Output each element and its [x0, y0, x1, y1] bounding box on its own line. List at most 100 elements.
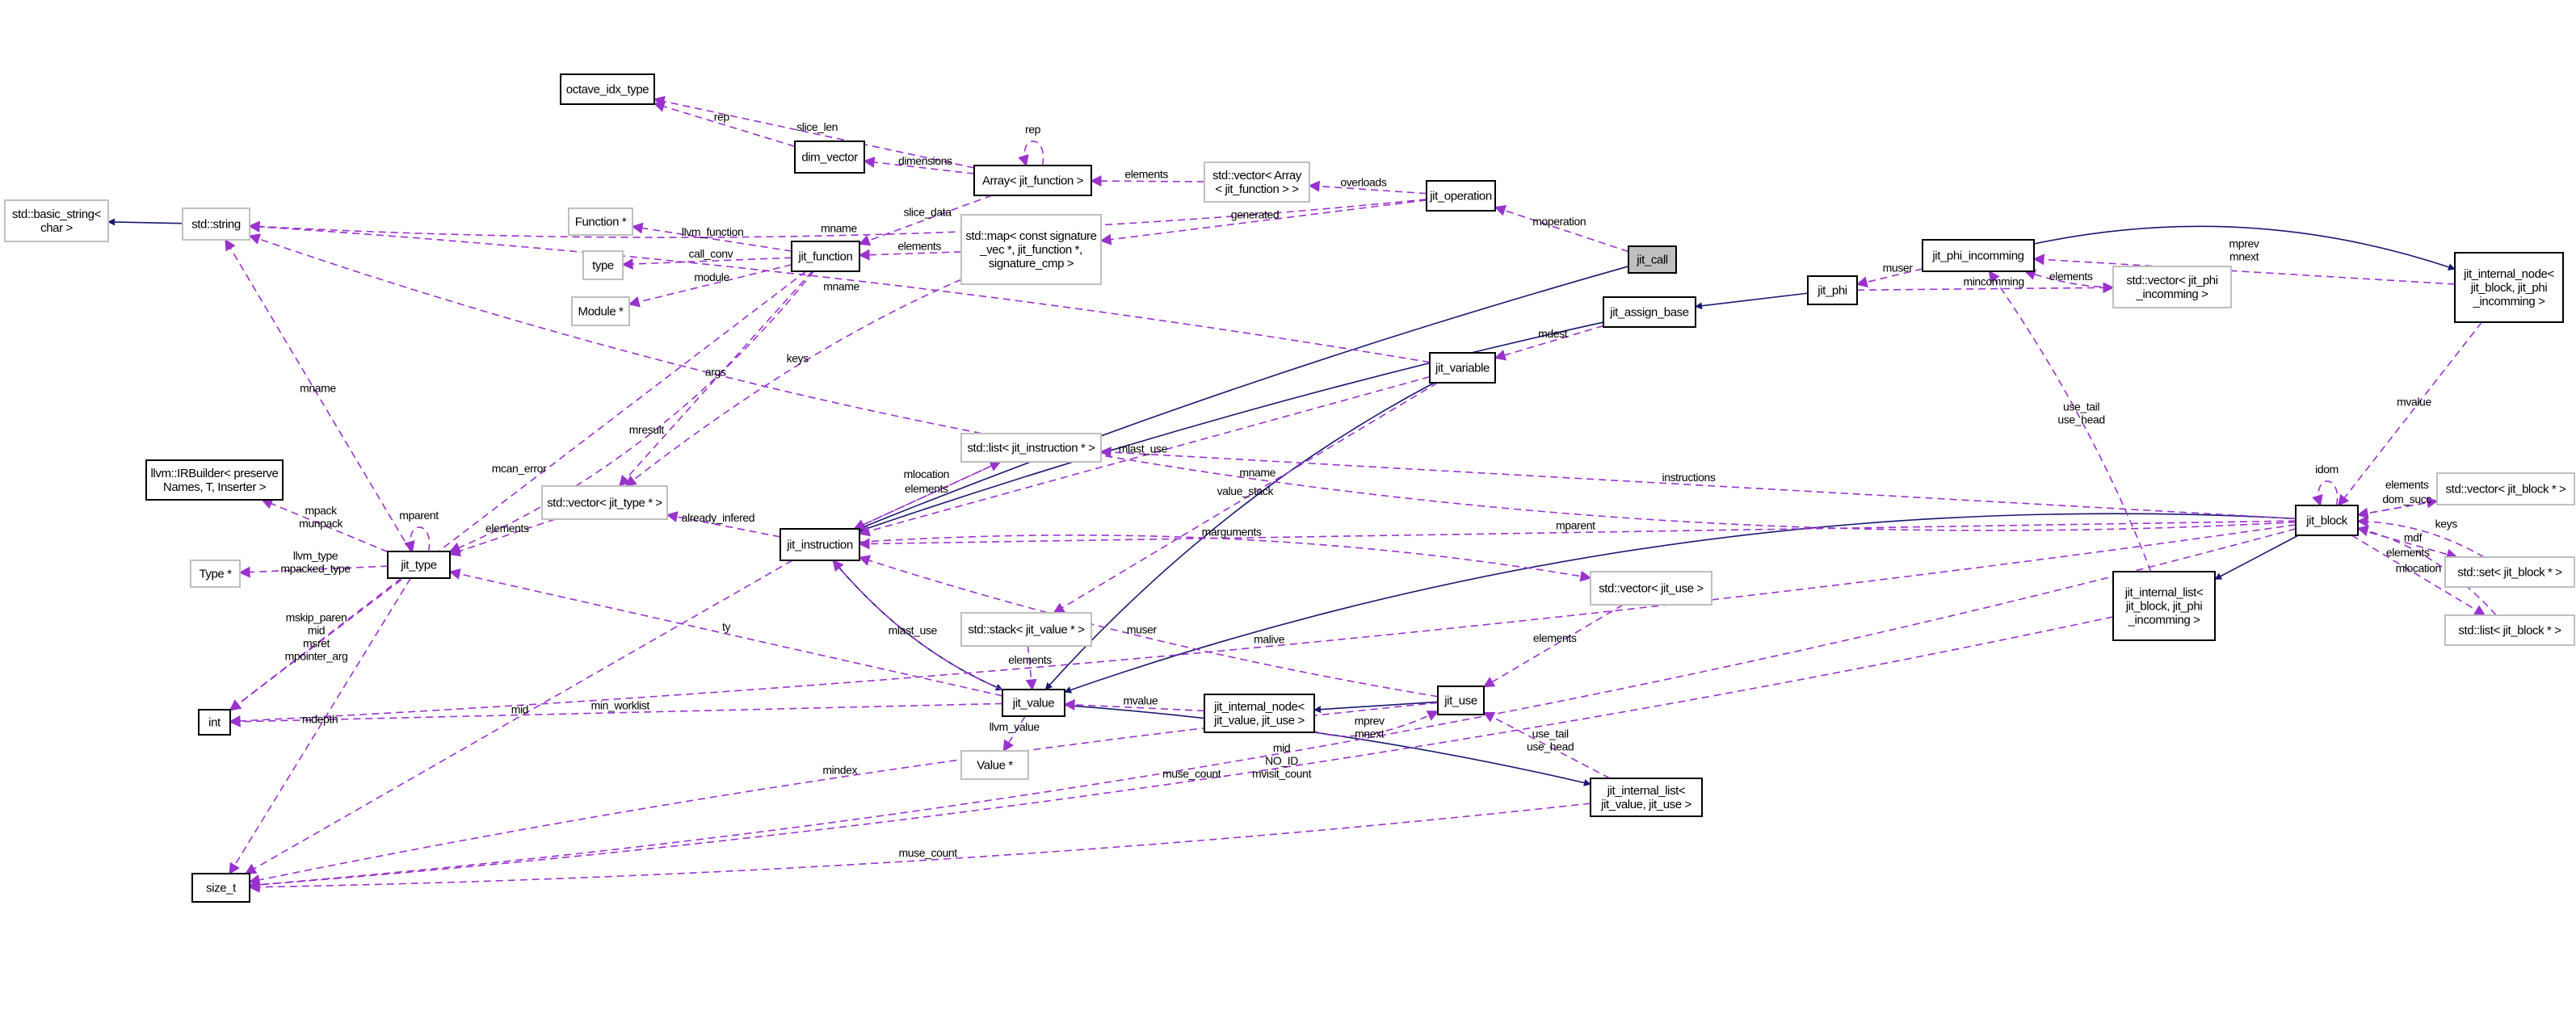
- class-node-list-block[interactable]: std::list< jit_block * >: [2444, 614, 2575, 646]
- node-label-line: jit_instruction: [786, 539, 853, 552]
- edge-label: mname: [821, 222, 857, 235]
- class-node-list-instr[interactable]: std::list< jit_instruction * >: [960, 433, 1102, 463]
- node-box: [960, 214, 1102, 285]
- node-label-line: Type *: [199, 568, 232, 581]
- edge-label-line: mname: [821, 222, 857, 235]
- usage-edge-jit-operation-to-std-map: [1099, 199, 1427, 245]
- edge-label-line: munpack: [299, 517, 343, 530]
- edge-label: llvm_type mpacked_type: [280, 549, 351, 575]
- node-box: [791, 241, 860, 272]
- edge-label: mdf: [2404, 531, 2423, 544]
- class-node-vec-array[interactable]: std::vector< Array < jit_function > >: [1204, 161, 1310, 203]
- inheritance-edge-jit-block-to-jint-list-block: [2214, 535, 2299, 581]
- class-node-array-fn[interactable]: Array< jit_function >: [973, 165, 1092, 196]
- class-node-jit-phi-incomming[interactable]: jit_phi_incomming: [1922, 239, 2035, 272]
- node-label: jit_internal_node< jit_block, jit_phi _inc…: [2463, 267, 2554, 308]
- node-label-line: std::set< jit_block * >: [2457, 566, 2562, 580]
- usage-edge-jit-instruction-to-size-t: [244, 560, 793, 874]
- edge-label-line: muser: [1127, 623, 1158, 635]
- edge-label: mid NO_ID mvisit_count: [1252, 741, 1312, 780]
- edge-label: mdepth: [302, 712, 338, 725]
- class-node-jit-type[interactable]: jit_type: [387, 551, 451, 579]
- class-node-vec-use[interactable]: std::vector< jit_use >: [1590, 571, 1712, 606]
- class-node-std-map[interactable]: std::map< const signature _vec *, jit_fun…: [960, 214, 1102, 285]
- edge-label: elements: [897, 240, 941, 253]
- usage-edge-jit-function-to-vec-jit-type: [618, 270, 813, 488]
- node-box: [1603, 296, 1696, 328]
- node-label: jit_internal_list< jit_value, jit_use >: [1600, 784, 1691, 811]
- class-node-size-t[interactable]: size_t: [191, 873, 250, 903]
- node-label: Array< jit_function >: [982, 174, 1084, 188]
- usage-edge-array-fn-to-jit-function: [858, 195, 993, 246]
- usage-edge-jint-node-value-to-jit-value: [1063, 698, 1205, 712]
- class-node-jint-list-value[interactable]: jit_internal_list< jit_value, jit_use >: [1590, 778, 1703, 817]
- node-box: [2436, 472, 2575, 505]
- node-label: std::vector< jit_use >: [1599, 582, 1704, 596]
- node-label: std::vector< jit_phi _incomming >: [2126, 274, 2217, 301]
- edge-label-line: mvisit_count: [1252, 767, 1312, 780]
- class-node-type[interactable]: type: [582, 250, 624, 280]
- class-node-jit-function[interactable]: jit_function: [791, 241, 860, 272]
- edge-label-line: mprev: [2229, 237, 2259, 249]
- node-label: jit_instruction: [786, 539, 853, 552]
- edge-label-line: muse_count: [1162, 767, 1221, 780]
- usage-edge-jit-type-to-irbuilder: [261, 498, 389, 553]
- edge-label-line: mnext: [2229, 249, 2259, 262]
- class-node-int[interactable]: int: [198, 709, 231, 736]
- edge-label-line: idom: [2315, 463, 2339, 476]
- class-node-jit-operation[interactable]: jit_operation: [1426, 180, 1496, 212]
- edge-label-line: mnext: [1355, 727, 1385, 740]
- usage-edge-jit-use-to-size-t: [248, 702, 1439, 886]
- class-node-jint-list-block[interactable]: jit_internal_list< jit_block, jit_phi _inc…: [2112, 571, 2216, 641]
- node-label: std::basic_string< char >: [12, 208, 102, 235]
- node-box: [387, 551, 451, 579]
- node-box: [960, 612, 1092, 647]
- usage-edge-dim-vector-to-octave-idx-type: [653, 101, 796, 148]
- edge-label-line: rep: [1025, 123, 1041, 136]
- class-node-jint-node-value[interactable]: jit_internal_node< jit_value, jit_use >: [1204, 694, 1315, 733]
- class-node-vec-jit-type[interactable]: std::vector< jit_type * >: [541, 485, 668, 520]
- node-label-line: std::map< const signature: [965, 229, 1096, 243]
- nodes-layer: std::basic_string< char > std::string octav…: [4, 73, 2575, 903]
- edge-label-line: elements: [1533, 631, 1577, 644]
- edge-label: min_worklist: [591, 699, 650, 712]
- class-node-jit-call: jit_call: [1628, 245, 1677, 274]
- class-node-jit-use[interactable]: jit_use: [1437, 685, 1485, 715]
- class-node-value-ptr[interactable]: Value *: [960, 750, 1029, 780]
- class-node-dim-vector[interactable]: dim_vector: [794, 140, 865, 174]
- class-node-octave-idx-type[interactable]: octave_idx_type: [560, 73, 655, 105]
- class-node-std-string[interactable]: std::string: [182, 208, 250, 241]
- class-node-irbuilder[interactable]: llvm::IRBuilder< preserve Names, T, Inser…: [145, 459, 284, 501]
- node-label: std::vector< Array < jit_function > >: [1212, 169, 1302, 196]
- node-label-line: jit_type: [400, 559, 436, 572]
- class-node-vec-block[interactable]: std::vector< jit_block * >: [2436, 472, 2575, 505]
- class-node-jit-instruction[interactable]: jit_instruction: [780, 528, 860, 561]
- class-node-module-ptr[interactable]: Module *: [571, 296, 630, 326]
- class-node-type-ptr[interactable]: Type *: [190, 560, 241, 588]
- class-node-jit-phi[interactable]: jit_phi: [1807, 275, 1858, 305]
- node-label-line: std::basic_string<: [12, 208, 102, 221]
- class-node-jit-value[interactable]: jit_value: [1002, 689, 1065, 717]
- edge-label-line: mlocation: [2396, 562, 2441, 575]
- class-node-jint-node-block[interactable]: jit_internal_node< jit_block, jit_phi _inc…: [2454, 252, 2564, 323]
- class-node-basic-string[interactable]: std::basic_string< char >: [4, 199, 109, 242]
- class-node-jit-block[interactable]: jit_block: [2295, 505, 2359, 536]
- class-node-stack-value[interactable]: std::stack< jit_value * >: [960, 612, 1092, 647]
- usage-edge-jit-operation-to-vec-array: [1308, 180, 1427, 195]
- node-label-line: jit_variable: [1435, 362, 1490, 375]
- usage-edge-jit-value-to-jit-instruction: [832, 559, 1003, 690]
- class-node-jit-assign-base[interactable]: jit_assign_base: [1603, 296, 1696, 328]
- edge-label-line: mlocation: [904, 467, 949, 480]
- class-node-jit-variable[interactable]: jit_variable: [1429, 352, 1496, 384]
- edge-label-line: mname: [823, 280, 859, 293]
- edge-label-line: min_worklist: [591, 699, 650, 712]
- class-node-vec-phi[interactable]: std::vector< jit_phi _incomming >: [2112, 266, 2232, 308]
- node-label-line: Function *: [575, 216, 627, 229]
- usage-edge-jit-type-to-jit-type: [404, 526, 431, 553]
- edge-label: muser: [1883, 261, 1914, 274]
- edge-label-line: elements: [1008, 653, 1052, 666]
- class-node-function-ptr[interactable]: Function *: [568, 208, 633, 236]
- usage-edge-vec-phi-to-jit-phi-incomming: [2023, 269, 2114, 288]
- edge-label: malive: [1254, 632, 1285, 645]
- class-node-set-block[interactable]: std::set< jit_block * >: [2444, 556, 2575, 588]
